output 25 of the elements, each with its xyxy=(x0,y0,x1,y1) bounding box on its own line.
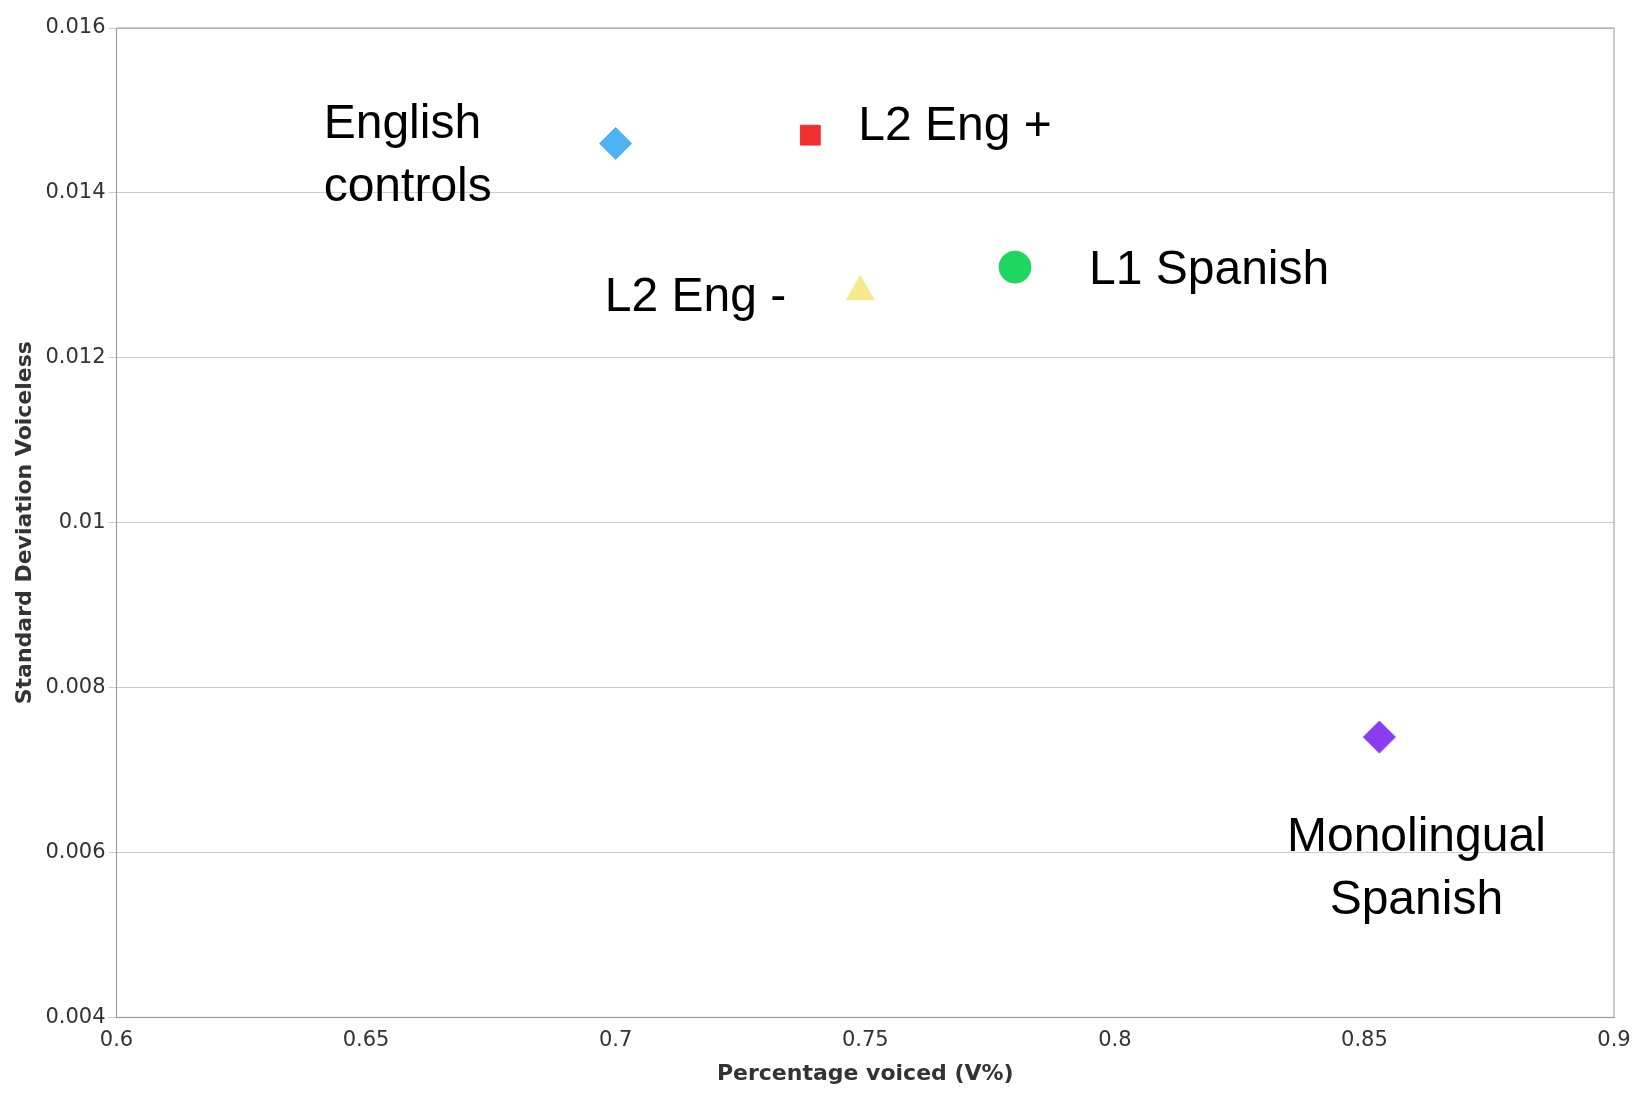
point xyxy=(599,126,633,160)
y-tick-label: 0.014 xyxy=(45,179,106,204)
text: Monolingual Spanish xyxy=(1286,808,1546,925)
y-tick-label: 0.012 xyxy=(45,344,106,369)
series-label: L2 Eng + xyxy=(858,97,1052,151)
y-tick-label: 0.008 xyxy=(45,674,106,699)
point xyxy=(1362,720,1396,754)
point xyxy=(799,124,821,146)
point xyxy=(998,250,1032,284)
series-label: L1 Spanish xyxy=(1089,241,1330,295)
x-tick-label: 0.7 xyxy=(598,1027,633,1052)
y-tick-label: 0.016 xyxy=(45,14,106,39)
y-axis-title: Standard Deviation Voiceless xyxy=(10,341,36,705)
x-tick-label: 0.75 xyxy=(841,1027,889,1052)
x-tick-label: 0.9 xyxy=(1597,1027,1631,1052)
y-tick-label: 0.006 xyxy=(45,838,106,863)
y-tick-label: 0.01 xyxy=(58,509,106,534)
x-tick-label: 0.85 xyxy=(1341,1027,1388,1052)
x-tick-label: 0.65 xyxy=(342,1027,390,1052)
y-tick-label: 0.004 xyxy=(45,1003,106,1028)
x-tick-label: 0.8 xyxy=(1098,1027,1132,1052)
text: English controls xyxy=(323,94,492,211)
series-label: L2 Eng - xyxy=(604,268,787,322)
x-axis-title: Percentage voiced (V%) xyxy=(716,1059,1014,1085)
x-tick-label: 0.6 xyxy=(99,1027,134,1052)
